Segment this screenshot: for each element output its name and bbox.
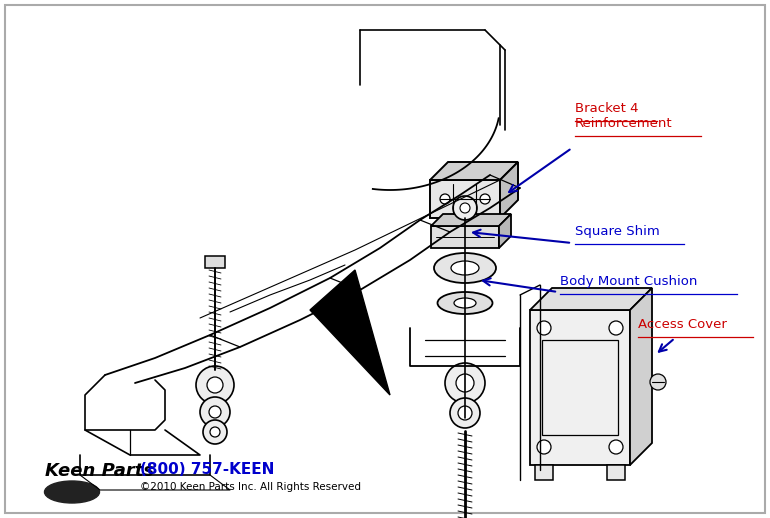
Ellipse shape (454, 298, 476, 308)
Circle shape (209, 406, 221, 418)
Circle shape (200, 397, 230, 427)
Text: Square Shim: Square Shim (575, 225, 660, 238)
Text: Access Cover: Access Cover (638, 318, 727, 331)
Polygon shape (630, 288, 652, 465)
Circle shape (537, 321, 551, 335)
Circle shape (537, 440, 551, 454)
Circle shape (440, 194, 450, 204)
Bar (205, 256, 225, 268)
Circle shape (480, 194, 490, 204)
Ellipse shape (451, 261, 479, 275)
Bar (535, 465, 553, 480)
Circle shape (458, 406, 472, 420)
Text: (800) 757-KEEN: (800) 757-KEEN (140, 462, 274, 477)
Text: ©2010 Keen Parts Inc. All Rights Reserved: ©2010 Keen Parts Inc. All Rights Reserve… (140, 482, 361, 492)
Ellipse shape (434, 253, 496, 283)
Bar (431, 226, 499, 248)
Bar (607, 465, 625, 480)
Circle shape (450, 398, 480, 428)
Circle shape (203, 420, 227, 444)
Text: Body Mount Cushion: Body Mount Cushion (560, 275, 698, 288)
Text: Reinforcement: Reinforcement (575, 117, 673, 130)
Circle shape (445, 363, 485, 403)
Bar (430, 180, 500, 218)
Polygon shape (431, 214, 511, 226)
Polygon shape (430, 162, 518, 180)
Circle shape (210, 427, 220, 437)
Polygon shape (310, 270, 390, 395)
Bar (542, 340, 618, 435)
Circle shape (456, 374, 474, 392)
Bar (530, 310, 630, 465)
Text: Keen Parts: Keen Parts (45, 462, 154, 480)
Circle shape (650, 374, 666, 390)
Circle shape (196, 366, 234, 404)
Circle shape (609, 321, 623, 335)
Polygon shape (500, 162, 518, 218)
Circle shape (609, 440, 623, 454)
Polygon shape (530, 288, 652, 310)
Circle shape (207, 377, 223, 393)
Polygon shape (499, 214, 511, 248)
Ellipse shape (45, 481, 99, 503)
Ellipse shape (437, 292, 493, 314)
Circle shape (460, 203, 470, 213)
Text: Bracket 4: Bracket 4 (575, 102, 638, 115)
Circle shape (453, 196, 477, 220)
